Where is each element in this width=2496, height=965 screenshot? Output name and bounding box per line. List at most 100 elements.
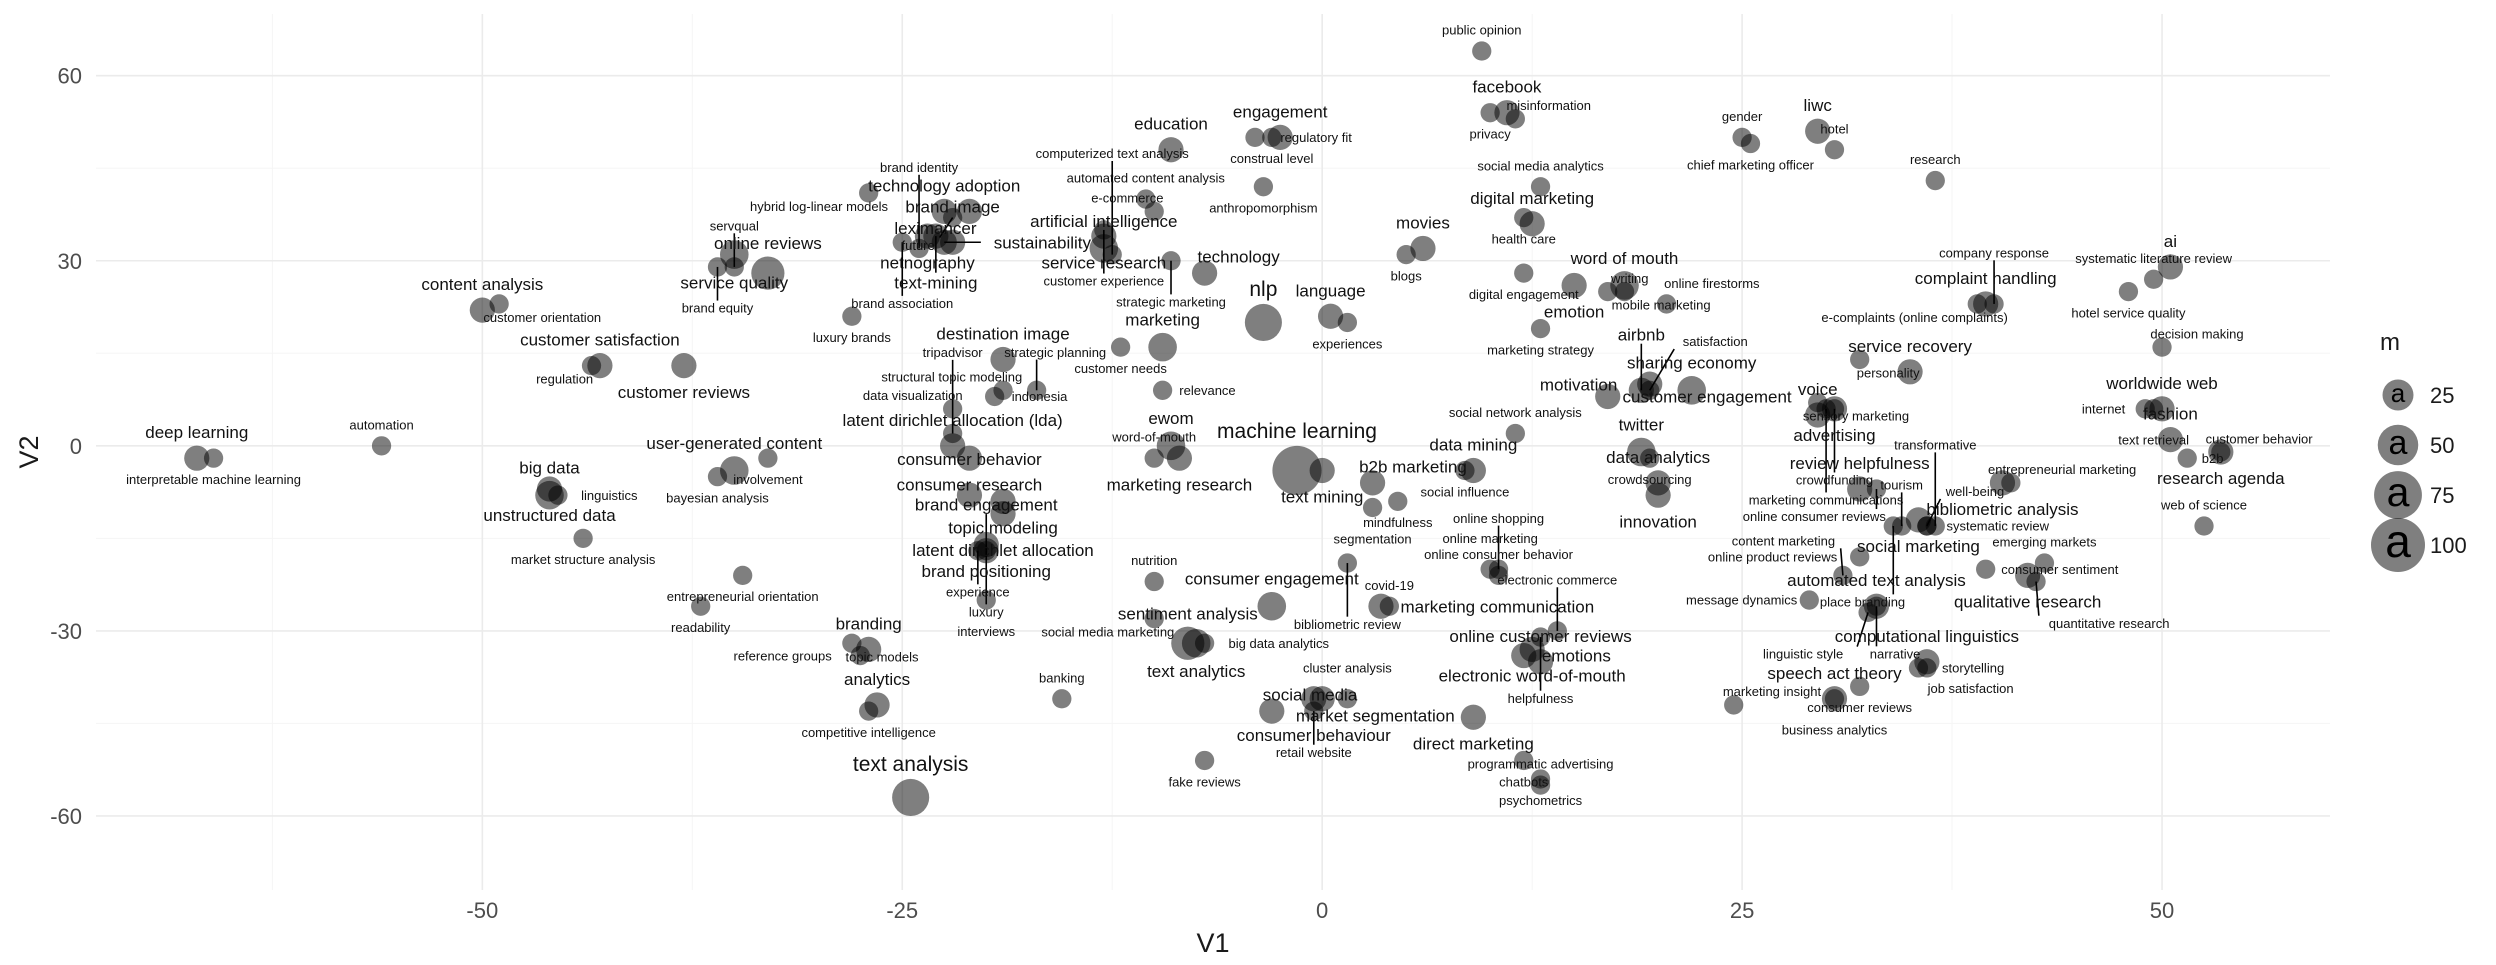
data-point: [1460, 704, 1486, 730]
data-point: [2208, 439, 2234, 465]
data-point: [943, 399, 963, 419]
data-point: [2034, 553, 2055, 573]
data-point: [850, 645, 870, 666]
data-point: [1194, 750, 1215, 771]
point-label: review helpfulness: [1790, 454, 1930, 473]
legend-key-glyph: a: [2389, 424, 2408, 462]
point-label: bayesian analysis: [666, 490, 769, 505]
point-label: message dynamics: [1686, 593, 1798, 608]
point-label: mindfulness: [1363, 515, 1433, 530]
data-point: [1144, 608, 1164, 629]
point-label: segmentation: [1334, 531, 1412, 546]
point-label: personality: [1857, 366, 1920, 381]
data-point: [1148, 332, 1177, 362]
point-label: programmatic advertising: [1468, 757, 1614, 772]
data-point: [1833, 565, 1853, 586]
point-label: gender: [1722, 109, 1763, 124]
data-point: [581, 355, 602, 376]
point-label: marketing communications: [1749, 493, 1904, 508]
data-point: [719, 456, 749, 485]
data-point: [733, 565, 753, 586]
data-point: [1245, 127, 1265, 148]
data-point: [1359, 470, 1386, 496]
data-point: [1304, 701, 1324, 721]
data-point: [2177, 448, 2197, 468]
point-label: emerging markets: [1992, 535, 2097, 550]
point-label: hybrid log-linear models: [750, 199, 889, 214]
data-point: [1337, 312, 1358, 333]
data-point: [573, 528, 593, 548]
point-label: brand association: [851, 296, 953, 311]
data-point: [985, 386, 1005, 407]
point-label: word of mouth: [1570, 249, 1679, 268]
point-label: latent dirichlet allocation (lda): [843, 411, 1063, 430]
point-label: user-generated content: [646, 434, 822, 453]
point-label: relevance: [1179, 383, 1235, 398]
data-point: [2149, 396, 2175, 422]
data-point: [1158, 137, 1184, 163]
point-label: writing: [1610, 271, 1649, 286]
point-label: covid-19: [1365, 578, 1414, 593]
point-label: automated content analysis: [1067, 171, 1226, 186]
point-label: luxury: [969, 605, 1004, 620]
data-point: [1805, 118, 1831, 144]
point-label: topic modeling: [948, 519, 1058, 538]
point-label: experiences: [1312, 336, 1383, 351]
data-point: [1244, 303, 1282, 341]
point-label: regulation: [536, 372, 593, 387]
point-label: research: [1910, 152, 1961, 167]
point-label: competitive intelligence: [801, 725, 935, 740]
point-label: transformative: [1894, 438, 1976, 453]
y-tick-label: -30: [50, 619, 82, 644]
point-label: unstructured data: [483, 506, 616, 525]
point-label: voice: [1798, 380, 1838, 399]
point-label: sharing economy: [1627, 354, 1757, 373]
point-label: online consumer reviews: [1743, 509, 1887, 524]
data-point: [1561, 272, 1587, 299]
data-point: [707, 257, 728, 277]
point-label: fake reviews: [1168, 774, 1241, 789]
data-point: [1724, 695, 1744, 715]
point-label: movies: [1396, 213, 1450, 232]
point-label: big data: [519, 459, 580, 478]
point-label: online consumer behavior: [1424, 547, 1574, 562]
point-label: branding: [836, 614, 902, 633]
point-label: emotion: [1544, 303, 1604, 322]
point-label: future: [901, 238, 934, 253]
data-point: [1262, 127, 1282, 148]
data-point: [1976, 559, 1996, 579]
point-label: content analysis: [421, 275, 543, 294]
data-point: [1925, 170, 1945, 191]
data-point: [671, 353, 697, 379]
point-label: consumer sentiment: [2001, 562, 2118, 577]
point-label: mobile marketing: [1612, 298, 1711, 313]
point-label: customer engagement: [1623, 388, 1792, 407]
data-point: [956, 198, 983, 225]
point-label: anthropomorphism: [1209, 201, 1317, 216]
point-label: topic models: [846, 649, 919, 664]
point-label: emotions: [1542, 647, 1611, 666]
point-label: bibliometric review: [1294, 617, 1402, 632]
point-label: consumer behaviour: [1237, 726, 1391, 745]
point-label: brand positioning: [921, 562, 1050, 581]
point-label: reference groups: [733, 648, 832, 663]
legend-key-circle: [2371, 518, 2425, 572]
point-label: web of science: [2160, 498, 2247, 513]
point-label: b2b marketing: [1359, 457, 1467, 476]
data-points: [184, 41, 2234, 817]
point-label: speech act theory: [1767, 664, 1902, 683]
point-label: motivation: [1540, 375, 1617, 394]
data-point: [1144, 571, 1164, 592]
legend-key-circle: [2382, 379, 2414, 411]
data-point: [976, 541, 996, 561]
data-point: [990, 501, 1016, 527]
point-label: company response: [1939, 245, 2049, 260]
point-label: construal level: [1230, 151, 1313, 166]
data-point: [976, 590, 996, 610]
point-label: interpretable machine learning: [126, 472, 301, 487]
data-point: [1026, 380, 1047, 400]
axes: -50 -25 0 25 50 -60 -30 0 30 60 V1 V2: [14, 64, 2174, 958]
data-point: [1317, 303, 1344, 329]
data-point: [1530, 627, 1551, 647]
